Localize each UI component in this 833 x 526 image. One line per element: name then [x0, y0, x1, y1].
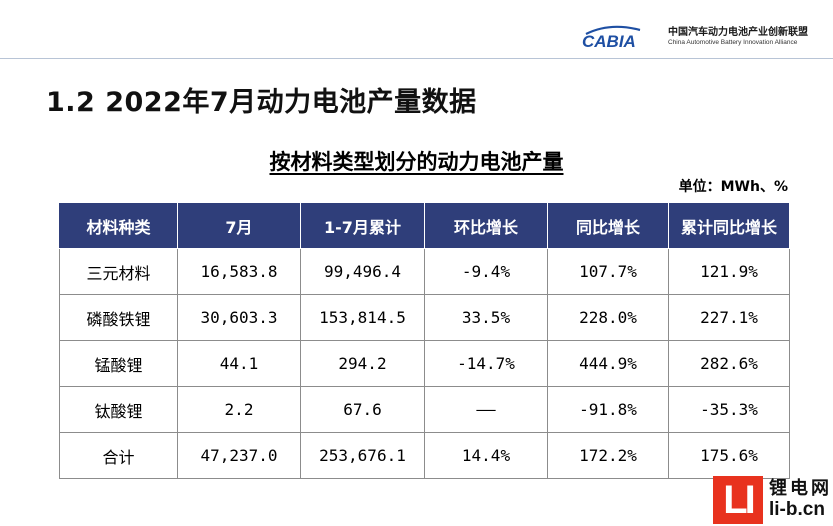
- table-row: 三元材料 16,583.8 99,496.4 -9.4% 107.7% 121.…: [59, 248, 790, 295]
- cell-yoy: -91.8%: [547, 386, 669, 433]
- cell-ytd: 67.6: [300, 386, 425, 433]
- table-header-row: 材料种类 7月 1-7月累计 环比增长 同比增长 累计同比增长: [59, 202, 790, 249]
- cell-ytd-yoy: -35.3%: [668, 386, 790, 433]
- brand-header: CABIA 中国汽车动力电池产业创新联盟 China Automotive Ba…: [580, 24, 808, 50]
- watermark-text: 锂电网 li-b.cn: [769, 477, 832, 522]
- table-row: 锰酸锂 44.1 294.2 -14.7% 444.9% 282.6%: [59, 340, 790, 387]
- header-divider: [0, 58, 833, 59]
- cell-ytd-yoy: 121.9%: [668, 248, 790, 295]
- cell-yoy: 444.9%: [547, 340, 669, 387]
- production-table: 材料种类 7月 1-7月累计 环比增长 同比增长 累计同比增长 三元材料 16,…: [59, 202, 790, 479]
- watermark-logo: LI: [713, 476, 763, 524]
- cell-ytd: 294.2: [300, 340, 425, 387]
- brand-text: 中国汽车动力电池产业创新联盟 China Automotive Battery …: [668, 27, 808, 46]
- cell-july: 16,583.8: [177, 248, 301, 295]
- table-row: 磷酸铁锂 30,603.3 153,814.5 33.5% 228.0% 227…: [59, 294, 790, 341]
- header-material: 材料种类: [59, 202, 178, 249]
- cell-ytd-yoy: 227.1%: [668, 294, 790, 341]
- cell-mom: ——: [424, 386, 548, 433]
- watermark-name: 锂电网: [769, 477, 832, 499]
- cabia-logo: CABIA: [582, 25, 641, 50]
- header-ytd-yoy: 累计同比增长: [668, 202, 790, 249]
- header-mom: 环比增长: [424, 202, 548, 249]
- cell-material: 锰酸锂: [59, 340, 178, 387]
- cell-yoy: 228.0%: [547, 294, 669, 341]
- cell-material: 钛酸锂: [59, 386, 178, 433]
- logo-text: CABIA: [582, 32, 636, 50]
- watermark-url: li-b.cn: [769, 499, 825, 521]
- cell-july: 44.1: [177, 340, 301, 387]
- cell-ytd-yoy: 282.6%: [668, 340, 790, 387]
- slide-title: 1.2 2022年7月动力电池产量数据: [46, 87, 477, 118]
- brand-name-cn: 中国汽车动力电池产业创新联盟: [668, 27, 808, 39]
- header-yoy: 同比增长: [547, 202, 669, 249]
- watermark: LI 锂电网 li-b.cn: [713, 476, 832, 524]
- cell-yoy: 107.7%: [547, 248, 669, 295]
- cell-ytd: 153,814.5: [300, 294, 425, 341]
- cell-material: 合计: [59, 432, 178, 479]
- cell-july: 2.2: [177, 386, 301, 433]
- cell-mom: 33.5%: [424, 294, 548, 341]
- cell-material: 磷酸铁锂: [59, 294, 178, 341]
- cell-july: 47,237.0: [177, 432, 301, 479]
- header-ytd: 1-7月累计: [300, 202, 425, 249]
- table-title: 按材料类型划分的动力电池产量: [269, 150, 564, 174]
- cell-mom: -9.4%: [424, 248, 548, 295]
- cell-ytd-yoy: 175.6%: [668, 432, 790, 479]
- cell-mom: -14.7%: [424, 340, 548, 387]
- cell-material: 三元材料: [59, 248, 178, 295]
- cell-ytd: 253,676.1: [300, 432, 425, 479]
- cell-mom: 14.4%: [424, 432, 548, 479]
- unit-label: 单位：MWh、%: [678, 179, 788, 195]
- cell-ytd: 99,496.4: [300, 248, 425, 295]
- brand-name-en: China Automotive Battery Innovation Alli…: [668, 39, 798, 47]
- cell-yoy: 172.2%: [547, 432, 669, 479]
- cell-july: 30,603.3: [177, 294, 301, 341]
- header-july: 7月: [177, 202, 301, 249]
- table-total-row: 合计 47,237.0 253,676.1 14.4% 172.2% 175.6…: [59, 432, 790, 479]
- table-row: 钛酸锂 2.2 67.6 —— -91.8% -35.3%: [59, 386, 790, 433]
